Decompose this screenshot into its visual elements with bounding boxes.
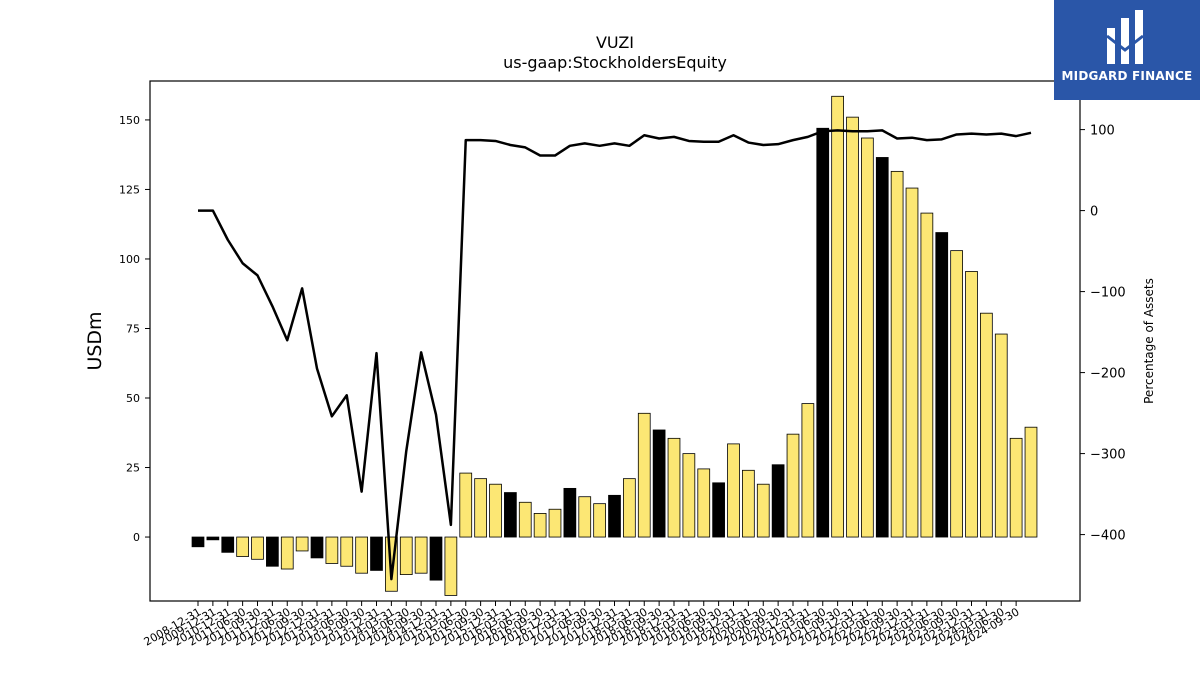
- bar: [548, 508, 562, 538]
- bar: [771, 464, 785, 538]
- y-axis-label-right: Percentage of Assets: [1142, 278, 1156, 404]
- bar: [682, 453, 696, 538]
- bar: [251, 536, 264, 560]
- y-tick-label-right: 100: [1090, 124, 1115, 139]
- bar: [429, 536, 443, 581]
- bar: [756, 483, 770, 538]
- bar: [518, 501, 532, 538]
- bar: [1024, 426, 1038, 538]
- y-tick-label-left: 0: [133, 531, 140, 544]
- x-axis: 2008-12-312009-12-312010-12-312011-06-30…: [142, 601, 1022, 649]
- bar: [950, 250, 963, 538]
- y-tick-label-left: 50: [126, 392, 140, 405]
- bar: [444, 536, 458, 596]
- bar: [623, 478, 636, 538]
- bar: [1009, 437, 1023, 538]
- y-tick-label-right: −200: [1090, 367, 1126, 382]
- y-axis-left: 0 25 50 75 100 125 150: [119, 114, 150, 544]
- bar: [489, 483, 502, 538]
- y-tick-label-right: −100: [1090, 286, 1126, 301]
- bar: [474, 478, 487, 538]
- bar: [965, 271, 978, 538]
- bar: [399, 536, 413, 575]
- y-axis-label-left: USDm: [84, 311, 106, 370]
- bar: [608, 494, 621, 538]
- y-tick-label-left: 125: [119, 183, 140, 196]
- bar: [667, 437, 681, 538]
- bar: [875, 157, 889, 538]
- bar: [994, 333, 1008, 538]
- bar: [370, 536, 383, 571]
- logo-mark-icon: [1106, 10, 1144, 64]
- bar: [786, 433, 800, 538]
- bar: [920, 212, 934, 538]
- bar: [890, 170, 904, 538]
- series-line: [198, 129, 1032, 581]
- bar: [191, 536, 205, 548]
- bar: [831, 95, 844, 538]
- logo-text: MIDGARD FINANCE: [1061, 69, 1193, 83]
- bar: [533, 513, 547, 538]
- bar: [459, 472, 473, 538]
- bar: [355, 536, 368, 574]
- bar: [504, 492, 517, 538]
- chart-title: VUZI: [596, 33, 634, 52]
- bar: [742, 469, 755, 538]
- bar: [340, 536, 354, 567]
- bar: [652, 429, 666, 538]
- bar: [280, 536, 294, 570]
- bar: [325, 536, 339, 564]
- y-tick-label-right: 0: [1090, 205, 1098, 220]
- bar: [816, 127, 830, 538]
- bar: [236, 536, 249, 557]
- bar: [637, 412, 651, 538]
- bar: [861, 137, 874, 538]
- bar: [310, 536, 324, 559]
- bar: [905, 187, 919, 538]
- bar: [593, 503, 606, 538]
- y-tick-label-right: −400: [1090, 529, 1126, 544]
- line-group: [198, 129, 1032, 581]
- bar: [846, 116, 859, 538]
- bar-group: [191, 95, 1038, 596]
- bar: [697, 468, 711, 538]
- bar: [727, 443, 740, 538]
- bar: [712, 482, 725, 538]
- y-tick-label-left: 100: [119, 253, 140, 266]
- y-tick-label-left: 75: [126, 322, 140, 335]
- bar: [221, 536, 235, 553]
- bar: [266, 536, 279, 567]
- y-axis-right: −400 −300 −200 −100 0 100: [1080, 124, 1126, 544]
- bar: [801, 403, 815, 538]
- y-tick-label-left: 150: [119, 114, 140, 127]
- chart-subtitle: us-gaap:StockholdersEquity: [503, 53, 727, 72]
- y-tick-label-left: 25: [126, 462, 140, 475]
- bar: [935, 232, 949, 538]
- bar: [578, 496, 592, 538]
- bar: [980, 312, 993, 538]
- bar: [295, 536, 309, 552]
- y-tick-label-right: −300: [1090, 448, 1126, 463]
- bar: [414, 536, 428, 574]
- bar: [563, 487, 577, 538]
- bar: [206, 536, 220, 541]
- midgard-finance-logo: MIDGARD FINANCE: [1054, 0, 1200, 100]
